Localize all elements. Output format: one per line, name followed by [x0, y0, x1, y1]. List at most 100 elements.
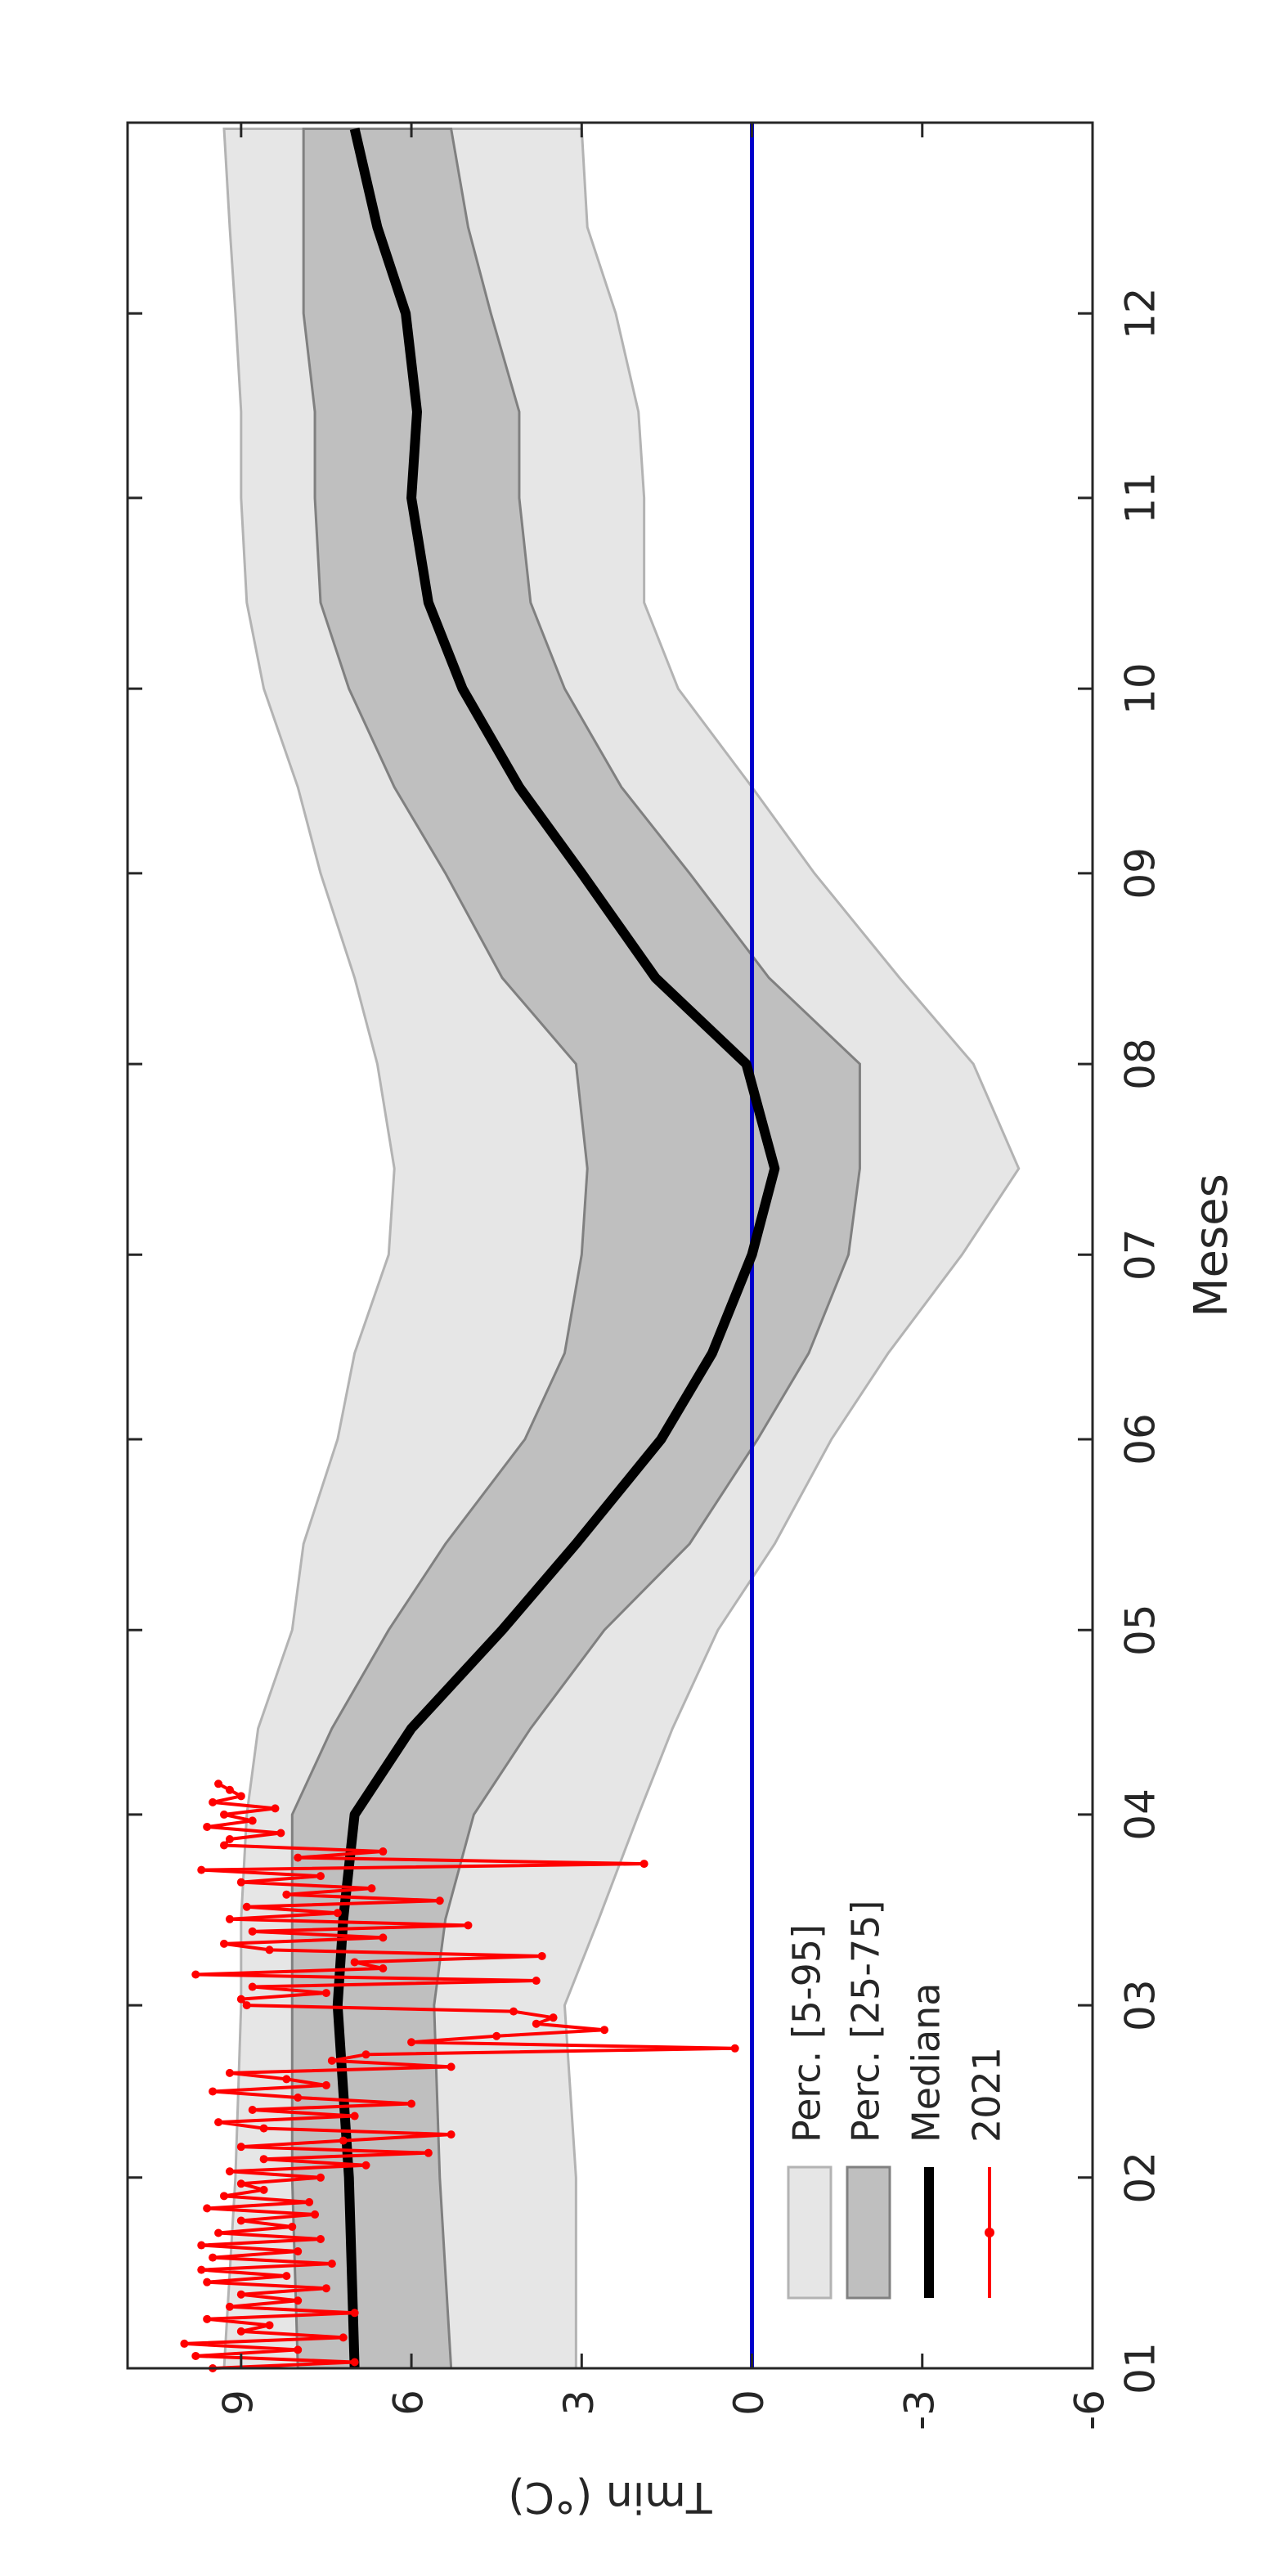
data-point	[220, 1810, 228, 1819]
y-tick-label: 6	[385, 2390, 433, 2416]
y-tick-label: -3	[895, 2390, 943, 2430]
data-point	[361, 2161, 370, 2170]
data-point	[236, 2290, 245, 2299]
data-point	[435, 1896, 444, 1905]
y-tick-label: 9	[214, 2390, 262, 2416]
y-tick-label: -6	[1066, 2390, 1114, 2430]
data-point	[236, 2179, 245, 2188]
data-point	[242, 2001, 251, 2010]
data-point	[333, 1909, 342, 1918]
data-point	[424, 2148, 433, 2157]
y-tick-label: 0	[725, 2390, 773, 2416]
data-point	[197, 1865, 206, 1874]
data-point	[379, 1963, 388, 1972]
x-tick-label: 05	[1117, 1604, 1165, 1656]
data-point	[225, 2302, 234, 2311]
data-point	[327, 2260, 336, 2269]
data-point	[197, 2241, 206, 2250]
rotated-chart: Meses Tmin (°C) 010203040506070809101112…	[126, 121, 1238, 2521]
data-point	[225, 2167, 234, 2176]
data-point	[464, 1921, 473, 1930]
data-point	[327, 2056, 336, 2065]
data-point	[316, 2173, 325, 2182]
data-point	[248, 1927, 257, 1936]
axes-frame	[126, 121, 1094, 2370]
data-point	[339, 2333, 348, 2342]
x-tick-label: 07	[1117, 1228, 1165, 1281]
legend-label: Perc. [5-95]	[785, 1924, 829, 2143]
data-point	[220, 1939, 228, 1948]
data-point	[271, 1804, 280, 1813]
data-point	[294, 2296, 303, 2305]
data-point	[203, 2278, 212, 2287]
data-point	[447, 2062, 456, 2071]
data-point	[492, 2031, 501, 2040]
x-tick-label: 03	[1117, 1979, 1165, 2031]
data-point	[220, 1841, 228, 1850]
data-point	[236, 1792, 245, 1801]
data-point	[203, 1822, 212, 1831]
data-point	[361, 2050, 370, 2059]
data-point	[203, 2314, 212, 2323]
data-point	[214, 2228, 223, 2237]
data-point	[282, 2075, 291, 2084]
data-point	[180, 2339, 189, 2348]
x-tick-label: 02	[1117, 2152, 1165, 2204]
data-point	[225, 1914, 234, 1923]
data-point	[214, 2118, 223, 2127]
y-axis-label: Tmin (°C)	[508, 2472, 712, 2521]
x-tick-label: 10	[1117, 662, 1165, 715]
legend-dot	[985, 2228, 994, 2237]
data-point	[549, 2013, 558, 2022]
data-point	[600, 2026, 609, 2035]
data-point	[316, 2235, 325, 2244]
data-point	[276, 1829, 285, 1838]
x-tick-label: 11	[1117, 472, 1165, 524]
data-point	[294, 1853, 303, 1862]
data-point	[225, 1834, 234, 1843]
data-point	[236, 2327, 245, 2336]
data-point	[730, 2044, 739, 2053]
data-point	[209, 2087, 218, 2096]
series-line	[182, 1782, 737, 2370]
data-point	[236, 1995, 245, 2004]
data-point	[248, 2106, 257, 2115]
y-tick-label: 3	[555, 2390, 603, 2416]
data-point	[379, 1933, 388, 1942]
data-point	[259, 2124, 268, 2133]
data-point	[339, 2136, 348, 2145]
data-point	[288, 2222, 297, 2231]
data-point	[305, 2197, 314, 2206]
x-tick-label: 12	[1117, 287, 1165, 339]
legend-swatch	[787, 2165, 832, 2300]
data-point	[350, 2112, 359, 2120]
data-point	[294, 2247, 303, 2256]
data-point	[532, 2019, 541, 2028]
data-point	[248, 1982, 257, 1991]
legend-label: Perc. [25-75]	[844, 1901, 888, 2143]
data-point	[225, 1785, 234, 1794]
data-point	[248, 1816, 257, 1825]
data-point	[225, 2068, 234, 2077]
data-point	[259, 2155, 268, 2164]
data-point	[509, 2007, 518, 2016]
data-point	[447, 2130, 456, 2139]
data-point	[407, 2038, 416, 2047]
data-point	[532, 1977, 541, 1986]
legend-label: Mediana	[904, 1983, 949, 2143]
data-point	[537, 1951, 546, 1960]
data-point	[311, 2210, 320, 2219]
data-point	[259, 2185, 268, 2194]
data-point	[321, 2080, 330, 2089]
data-point	[209, 1797, 218, 1806]
data-point	[379, 1847, 388, 1856]
data-point	[191, 2351, 200, 2360]
data-point	[640, 1860, 648, 1869]
data-point	[203, 2204, 212, 2213]
data-point	[265, 2321, 274, 2330]
data-point	[350, 1958, 359, 1967]
data-point	[321, 1989, 330, 1998]
x-tick-label: 04	[1117, 1788, 1165, 1841]
